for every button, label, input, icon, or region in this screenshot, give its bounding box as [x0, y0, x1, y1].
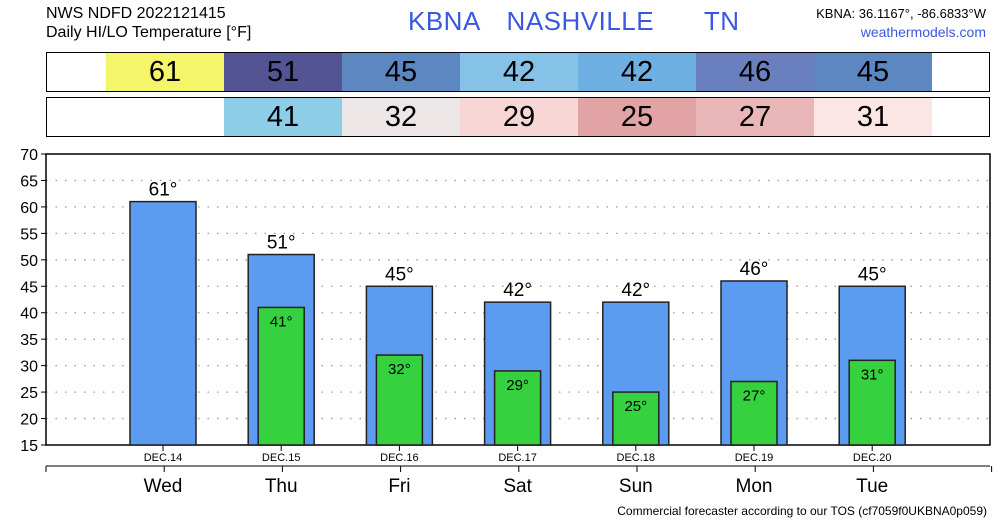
date-label: DEC.18 [617, 452, 656, 464]
lo-data-label: 25° [624, 398, 647, 415]
date-label: DEC.16 [380, 452, 419, 464]
day-label: Mon [736, 476, 773, 497]
high-temp-cell: 51 [224, 53, 342, 91]
hi-data-label: 51° [267, 233, 296, 254]
day-label: Fri [388, 476, 410, 497]
high-temp-cell: 42 [460, 53, 578, 91]
y-tick-label: 20 [20, 412, 38, 429]
high-temp-cell: 46 [696, 53, 814, 91]
lo-data-label: 27° [743, 388, 766, 405]
y-tick-label: 65 [20, 173, 38, 190]
low-temp-cell: 31 [814, 98, 932, 136]
coordinates-label: KBNA: 36.1167°, -86.6833°W [816, 6, 986, 21]
site-link[interactable]: weathermodels.com [860, 24, 986, 40]
lo-data-label: 41° [270, 313, 293, 330]
station-info: KBNA: 36.1167°, -86.6833°W weathermodels… [816, 4, 986, 42]
day-label: Tue [856, 476, 888, 497]
chart-title: Daily HI/LO Temperature [°F] [46, 24, 252, 41]
date-label: DEC.14 [144, 452, 183, 464]
hi-data-label: 45° [858, 264, 887, 285]
hi-data-label: 45° [385, 264, 414, 285]
day-label: Sun [619, 476, 653, 497]
high-temperature-row: 61 51 45 42 42 46 45 [46, 52, 990, 92]
state-name: TN [703, 6, 740, 36]
station-title: KBNA NASHVILLE TN [408, 6, 758, 37]
hi-data-label: 61° [149, 180, 178, 201]
lo-data-label: 29° [506, 377, 529, 394]
low-temp-cell: 29 [460, 98, 578, 136]
hi-data-label: 42° [621, 280, 650, 301]
low-temperature-row: 41 32 29 25 27 31 [46, 97, 990, 137]
y-tick-label: 50 [20, 253, 38, 270]
lo-bar [257, 306, 305, 446]
y-tick-label: 45 [20, 279, 38, 296]
date-label: DEC.17 [498, 452, 537, 464]
lo-bar [493, 370, 542, 446]
y-tick-label: 70 [20, 147, 38, 164]
y-tick-label: 35 [20, 332, 38, 349]
station-code: KBNA [408, 6, 481, 36]
y-tick-label: 25 [20, 385, 38, 402]
lo-bar [375, 354, 424, 446]
footer-note: Commercial forecaster according to our T… [617, 504, 987, 518]
lo-bar [730, 380, 778, 446]
low-temp-cell: 25 [578, 98, 696, 136]
city-name: NASHVILLE [506, 6, 655, 36]
low-temp-cell: 27 [696, 98, 814, 136]
lo-data-label: 31° [861, 366, 884, 383]
hi-data-label: 42° [503, 280, 532, 301]
hi-data-label: 46° [740, 259, 769, 280]
high-temp-cell: 61 [106, 53, 224, 91]
y-tick-label: 55 [20, 226, 38, 243]
hi-bar [129, 200, 197, 446]
high-temp-cell: 42 [578, 53, 696, 91]
low-temp-cell: 41 [224, 98, 342, 136]
lo-bar [612, 391, 660, 446]
date-label: DEC.15 [262, 452, 301, 464]
y-tick-label: 15 [20, 438, 38, 455]
model-run-label: NWS NDFD 2022121415 [46, 5, 226, 22]
day-label: Thu [265, 476, 298, 497]
low-temp-cell: 32 [342, 98, 460, 136]
y-tick-label: 30 [20, 359, 38, 376]
y-tick-label: 40 [20, 306, 38, 323]
chart-header: NWS NDFD 2022121415 Daily HI/LO Temperat… [46, 4, 251, 42]
high-temp-cell: 45 [342, 53, 460, 91]
y-tick-label: 60 [20, 200, 38, 217]
date-label: DEC.20 [853, 452, 892, 464]
date-label: DEC.19 [735, 452, 774, 464]
day-label: Wed [144, 476, 183, 497]
high-temp-cell: 45 [814, 53, 932, 91]
day-label: Sat [503, 476, 532, 497]
lo-data-label: 32° [388, 361, 411, 378]
